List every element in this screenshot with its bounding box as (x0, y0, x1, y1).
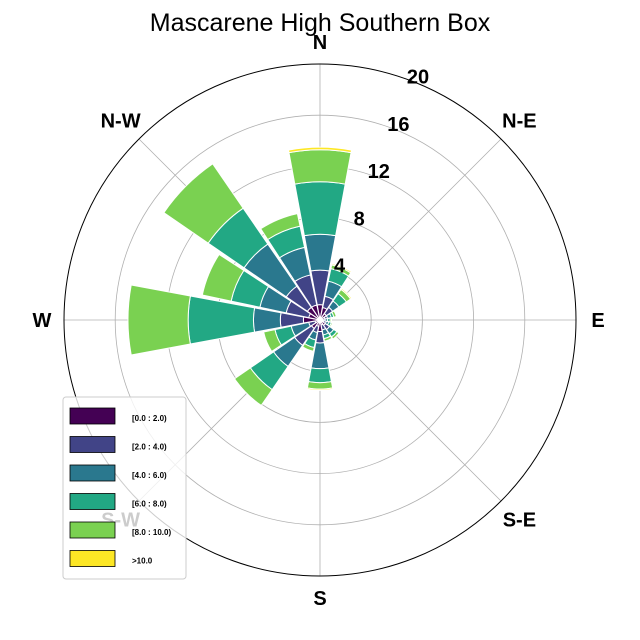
direction-label-s: S (313, 588, 326, 610)
bar-sector-13-bin-4 (201, 253, 245, 302)
direction-labels: NN-EES-ESS-WWN-W (33, 32, 605, 610)
radial-tick-label-4: 20 (407, 66, 429, 88)
legend-label-2: [4.0 : 6.0) (132, 471, 167, 480)
bar-sector-6-bin-4 (330, 330, 340, 340)
legend-swatch-3 (69, 493, 116, 510)
radial-tick-label-2: 12 (368, 161, 390, 183)
polar-frame (63, 63, 577, 577)
legend-swatch-0 (69, 407, 116, 425)
grid-spoke-3 (319, 319, 502, 502)
grid-spoke-1 (319, 138, 502, 321)
bar-sector-8-bin-4 (306, 381, 334, 390)
direction-label-n-e: N-E (502, 111, 536, 133)
bar-sector-11-bin-4 (263, 328, 283, 353)
legend-label-1: [2.0 : 4.0) (132, 443, 167, 452)
bar-sector-3-bin-4 (331, 310, 337, 318)
wind-rose-bars (127, 146, 353, 407)
radial-tick-label-3: 16 (387, 114, 409, 136)
bar-sector-12-bin-2 (252, 307, 282, 333)
bar-sector-8-bin-5 (306, 387, 334, 391)
bar-sector-0-bin-2 (303, 233, 337, 272)
direction-label-n-w: N-W (101, 111, 141, 133)
radial-tick-label-1: 8 (354, 208, 365, 230)
legend-swatch-5 (69, 550, 116, 567)
legend-swatch-4 (69, 521, 116, 539)
chart-title: Mascarene High Southern Box (150, 9, 491, 37)
bar-sector-1-bin-5 (331, 263, 353, 274)
legend-swatch-2 (69, 464, 116, 482)
bar-sector-8-bin-3 (307, 367, 333, 384)
radial-tick-labels: 4 8 12 16 20 (334, 66, 429, 277)
bar-sector-2-bin-5 (340, 287, 353, 300)
bar-sector-4-bin-4 (329, 317, 333, 323)
legend-swatch-1 (69, 436, 116, 453)
bar-sector-0-bin-3 (294, 181, 346, 237)
bar-sector-12-bin-4 (127, 284, 191, 356)
legend: [0.0 : 2.0) [2.0 : 4.0) [4.0 : 6.0) [6.0 : … (62, 396, 187, 580)
direction-label-n: N (313, 32, 327, 54)
bar-sector-10-bin-4 (233, 367, 273, 407)
legend-label-0: [0.0 : 2.0) (132, 414, 167, 423)
radial-tick-label-0: 4 (334, 256, 346, 278)
legend-label-3: [6.0 : 8.0) (132, 500, 167, 509)
bar-sector-0-bin-5 (287, 146, 353, 154)
bar-sector-7-bin-4 (323, 335, 333, 342)
legend-label-4: [8.0 : 10.0) (132, 528, 171, 537)
legend-label-5: >10.0 (132, 557, 153, 566)
bar-sector-15-bin-4 (260, 212, 301, 241)
direction-label-e: E (591, 310, 604, 332)
bar-sector-0-bin-4 (288, 149, 352, 185)
direction-label-s-e: S-E (503, 509, 536, 531)
bar-sector-14-bin-4 (163, 163, 244, 244)
bar-sector-9-bin-4 (301, 342, 315, 352)
direction-label-w: W (33, 310, 52, 332)
